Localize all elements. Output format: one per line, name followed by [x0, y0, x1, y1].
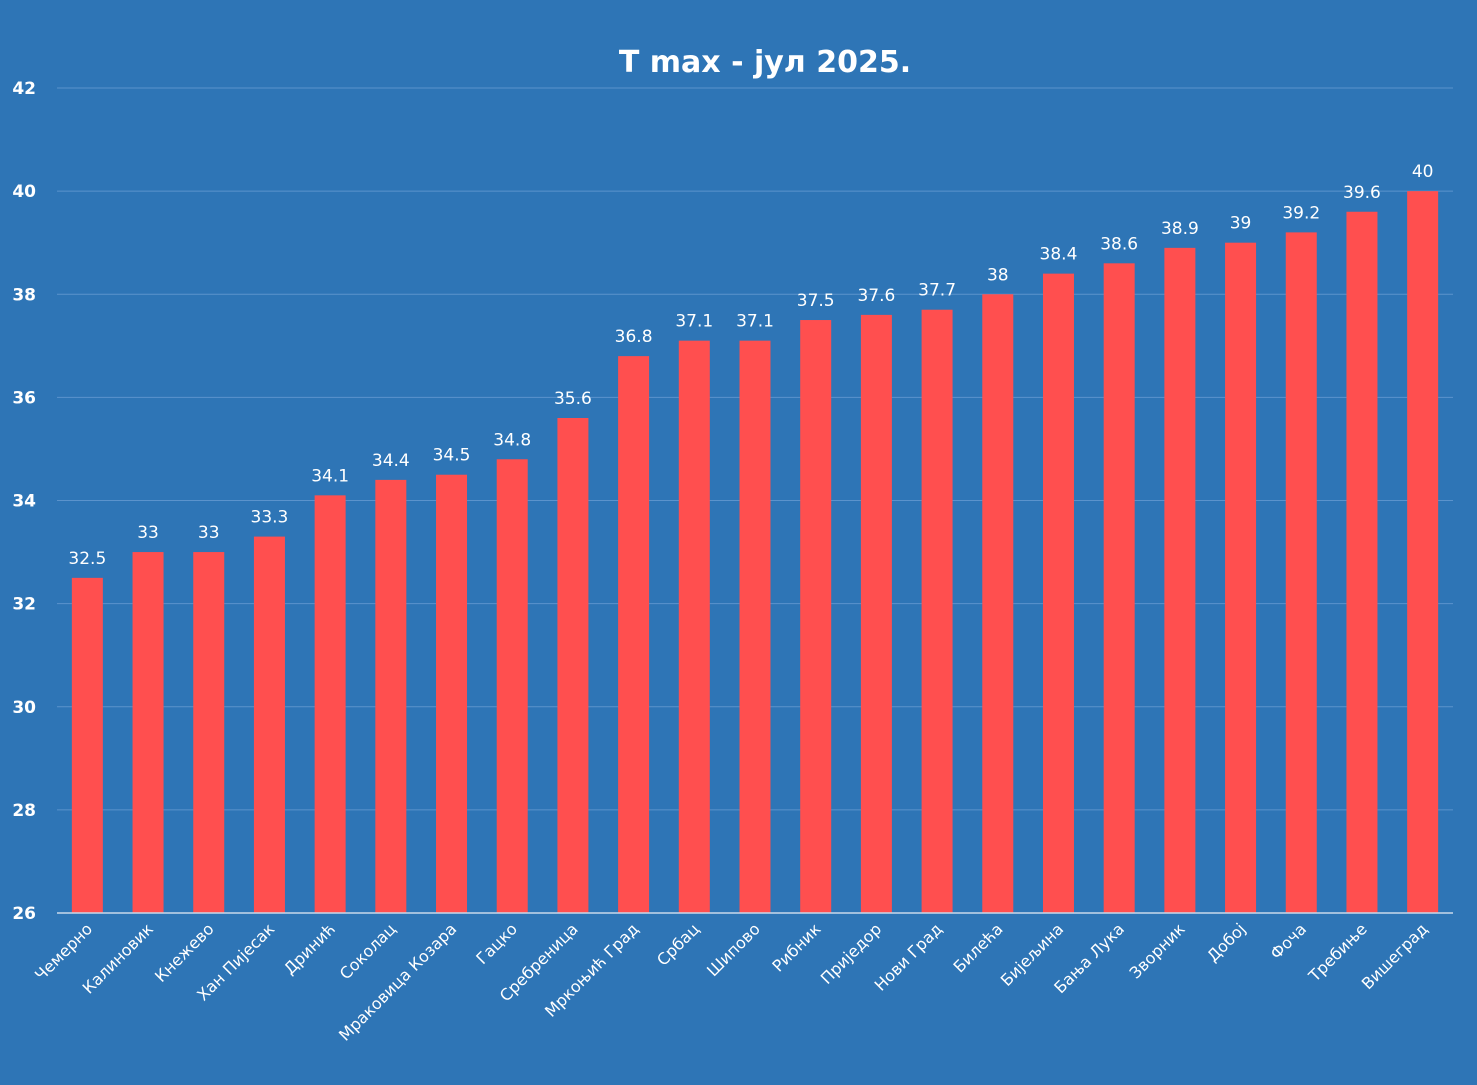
y-tick-label: 32 [12, 595, 36, 615]
x-tick-label: Зворник [1126, 919, 1189, 982]
y-tick-label: 26 [12, 904, 36, 924]
data-label: 37.6 [857, 286, 895, 306]
data-label: 34.1 [311, 466, 349, 486]
x-tick-label: Дринић [280, 919, 339, 978]
bar [375, 479, 407, 913]
bar [1042, 273, 1074, 913]
bars [71, 191, 1439, 913]
bar [618, 356, 650, 913]
y-tick-label: 42 [12, 79, 36, 99]
data-label: 39.6 [1343, 183, 1381, 203]
y-tick-label: 40 [12, 182, 36, 202]
bar [496, 459, 528, 913]
data-label: 39 [1230, 214, 1252, 234]
data-labels: 32.5 33 33 33.3 34.1 34.4 34.5 34.8 35.6 36.8 37.1… [68, 162, 1433, 569]
x-tick-label: Чемерно [31, 919, 96, 984]
x-tick-label: Мраковица Козара [335, 919, 460, 1044]
bar [436, 474, 468, 913]
data-label: 33.3 [251, 508, 289, 528]
x-tick-label: Србац [653, 919, 703, 969]
y-tick-label: 38 [12, 285, 36, 305]
bar [71, 577, 103, 913]
data-label: 34.8 [493, 430, 531, 450]
data-label: 39.2 [1282, 203, 1320, 223]
bar [1285, 232, 1317, 913]
bar [132, 552, 164, 913]
bar [800, 320, 832, 913]
chart-title: T max - јул 2025. [619, 45, 911, 80]
data-label: 35.6 [554, 389, 592, 409]
bar [1103, 263, 1135, 913]
bar [739, 340, 771, 913]
bar [557, 418, 589, 913]
data-label: 33 [198, 523, 220, 543]
data-label: 37.1 [736, 312, 774, 332]
x-tick-label: Рибник [768, 919, 824, 975]
bar [1407, 191, 1439, 913]
bar [860, 314, 892, 913]
bar [314, 495, 346, 913]
data-label: 38 [987, 265, 1009, 285]
y-tick-label: 28 [12, 801, 36, 821]
x-tick-label: Вишеград [1358, 919, 1432, 993]
data-label: 38.6 [1100, 234, 1138, 254]
bar [1346, 211, 1378, 913]
data-label: 33 [137, 523, 159, 543]
data-label: 36.8 [615, 327, 653, 347]
y-tick-label: 34 [12, 492, 36, 512]
data-label: 40 [1412, 162, 1434, 182]
data-label: 38.9 [1161, 219, 1199, 239]
data-label: 38.4 [1040, 245, 1078, 265]
x-tick-label: Добој [1203, 919, 1249, 965]
data-label: 37.1 [675, 312, 713, 332]
data-label: 32.5 [68, 549, 106, 569]
bar [1225, 242, 1257, 913]
x-tick-label: Билећа [950, 919, 1007, 976]
bar [1164, 247, 1196, 913]
x-tick-label: Фоча [1266, 919, 1310, 963]
y-tick-label: 30 [12, 698, 36, 718]
y-axis-ticks: 26 28 30 32 34 36 38 40 42 [12, 79, 36, 924]
data-label: 37.5 [797, 291, 835, 311]
x-tick-label: Гацко [472, 919, 521, 968]
data-label: 34.5 [433, 446, 471, 466]
x-tick-label: Шипово [703, 919, 764, 980]
y-tick-label: 36 [12, 388, 36, 408]
x-tick-label: Соколац [336, 919, 400, 983]
bar [921, 309, 953, 913]
bar [253, 536, 285, 913]
bar [982, 294, 1014, 913]
data-label: 34.4 [372, 451, 410, 471]
bar [193, 552, 225, 913]
data-label: 37.7 [918, 281, 956, 301]
bar [678, 340, 710, 913]
